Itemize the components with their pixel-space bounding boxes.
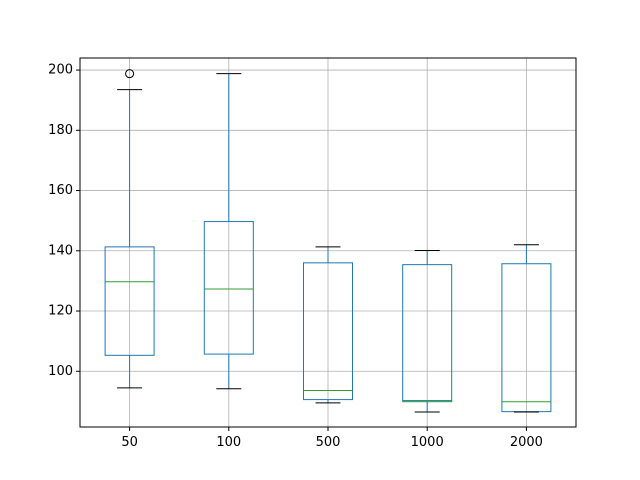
x-tick-label: 1000	[411, 435, 444, 450]
grid-layer	[80, 58, 576, 427]
x-tick-label: 50	[121, 435, 138, 450]
y-tick-label: 100	[48, 364, 73, 379]
box-group-1000	[402, 249, 453, 413]
ticks-layer: 100 120 140 160 180 200 50 100 500 1000 2000	[48, 63, 543, 450]
y-tick-label: 200	[48, 63, 73, 78]
boxes-layer	[104, 69, 552, 413]
y-tick-label: 180	[48, 123, 73, 138]
x-tick-label: 2000	[510, 435, 543, 450]
x-tick-label: 500	[316, 435, 341, 450]
outlier-point	[125, 69, 135, 79]
y-tick-label: 140	[48, 243, 73, 258]
box-group-100	[203, 73, 254, 390]
box-group-2000	[501, 244, 552, 413]
box-group-500	[303, 246, 353, 404]
box-group-50	[104, 69, 155, 389]
y-tick-label: 160	[48, 183, 73, 198]
y-tick-label: 120	[48, 304, 73, 319]
x-tick-label: 100	[216, 435, 241, 450]
